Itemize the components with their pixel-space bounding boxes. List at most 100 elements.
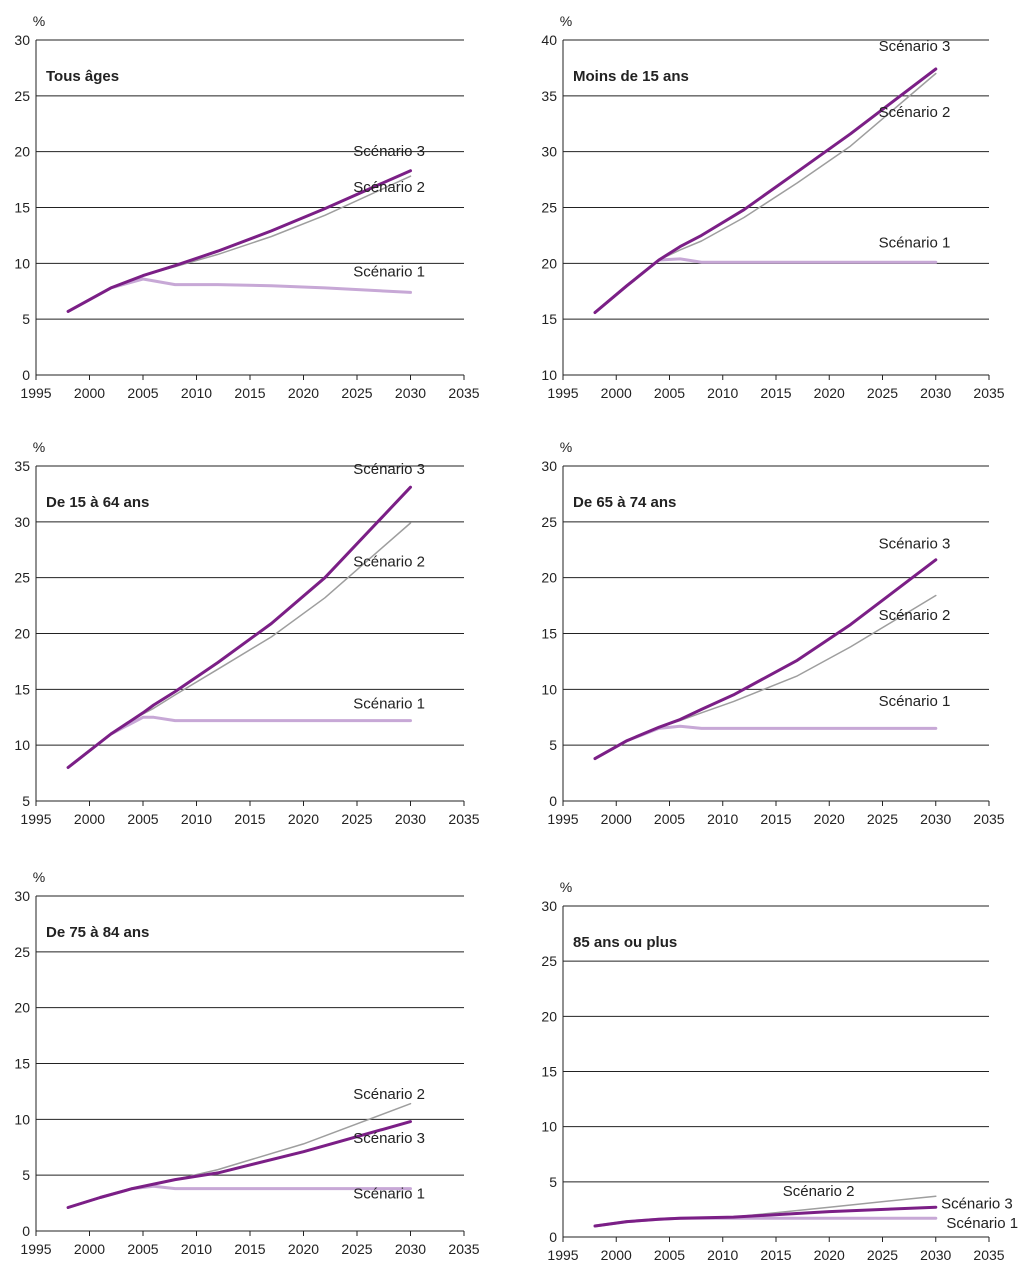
x-tick-label: 2030 [395, 811, 426, 827]
y-tick-label: 15 [14, 681, 30, 697]
x-tick-label: 2005 [127, 1241, 158, 1257]
y-tick-label: 5 [22, 311, 30, 327]
y-tick-label: 30 [541, 458, 557, 474]
x-tick-label: 1995 [547, 1247, 578, 1263]
y-tick-label: 30 [14, 888, 30, 904]
panel-title: De 15 à 64 ans [46, 494, 149, 511]
x-tick-label: 2035 [448, 1241, 479, 1257]
y-tick-label: 35 [541, 88, 557, 104]
unit-label: % [560, 879, 572, 895]
x-tick-label: 2030 [920, 385, 951, 401]
series-line-scenario-3 [66, 1120, 412, 1209]
y-tick-label: 10 [14, 737, 30, 753]
unit-label: % [560, 439, 572, 455]
x-tick-label: 1995 [20, 811, 51, 827]
series-label-scenario-1: Scénario 1 [879, 693, 951, 710]
x-tick-label: 1995 [20, 385, 51, 401]
y-tick-label: 25 [541, 953, 557, 969]
x-tick-label: 2020 [288, 811, 319, 827]
x-tick-label: 2015 [234, 385, 265, 401]
y-tick-label: 5 [549, 737, 557, 753]
y-tick-label: 20 [541, 255, 557, 271]
unit-label: % [560, 13, 572, 29]
y-tick-label: 25 [14, 88, 30, 104]
x-tick-label: 2005 [654, 811, 685, 827]
y-tick-label: 10 [14, 255, 30, 271]
series-label-scenario-1: Scénario 1 [946, 1215, 1018, 1232]
y-tick-label: 30 [541, 144, 557, 160]
x-tick-label: 2025 [341, 811, 372, 827]
series-label-scenario-3: Scénario 3 [879, 38, 951, 55]
y-tick-label: 10 [541, 681, 557, 697]
y-tick-label: 20 [541, 1008, 557, 1024]
x-tick-label: 1995 [547, 385, 578, 401]
y-tick-label: 15 [541, 311, 557, 327]
y-tick-label: 15 [541, 626, 557, 642]
y-tick-label: 15 [14, 1056, 30, 1072]
y-tick-label: 5 [549, 1174, 557, 1190]
series-line-scenario-3 [593, 67, 938, 314]
y-tick-label: 30 [14, 32, 30, 48]
y-tick-label: 20 [14, 626, 30, 642]
series-label-scenario-2: Scénario 2 [783, 1183, 855, 1200]
series-label-scenario-3: Scénario 3 [353, 143, 425, 160]
x-tick-label: 2035 [448, 811, 479, 827]
y-tick-label: 5 [22, 1167, 30, 1183]
y-tick-label: 0 [22, 1223, 30, 1239]
x-tick-label: 2020 [814, 1247, 845, 1263]
x-tick-label: 1995 [547, 811, 578, 827]
series-label-scenario-1: Scénario 1 [879, 235, 951, 252]
y-tick-label: 25 [541, 514, 557, 530]
series-label-scenario-2: Scénario 2 [353, 554, 425, 571]
x-tick-label: 2035 [973, 385, 1004, 401]
unit-label: % [33, 439, 45, 455]
x-tick-label: 2015 [760, 811, 791, 827]
series-label-scenario-3: Scénario 3 [941, 1195, 1013, 1212]
x-tick-label: 2030 [395, 385, 426, 401]
x-tick-label: 2010 [181, 385, 212, 401]
series-line-scenario-3 [593, 558, 938, 761]
x-tick-label: 2005 [127, 811, 158, 827]
series-label-scenario-2: Scénario 2 [353, 1086, 425, 1103]
x-tick-label: 2000 [74, 385, 105, 401]
series-line-scenario-3 [593, 1205, 938, 1228]
x-tick-label: 2010 [181, 1241, 212, 1257]
y-tick-label: 25 [14, 570, 30, 586]
series-line-scenario-3 [66, 485, 412, 769]
y-tick-label: 25 [14, 944, 30, 960]
x-tick-label: 2000 [601, 811, 632, 827]
x-tick-label: 2005 [654, 1247, 685, 1263]
series-label-scenario-3: Scénario 3 [353, 461, 425, 478]
x-tick-label: 2015 [760, 385, 791, 401]
y-tick-label: 10 [541, 1119, 557, 1135]
y-tick-label: 10 [541, 367, 557, 383]
x-tick-label: 2015 [760, 1247, 791, 1263]
x-tick-label: 2000 [74, 1241, 105, 1257]
x-tick-label: 1995 [20, 1241, 51, 1257]
x-tick-label: 2030 [395, 1241, 426, 1257]
x-tick-label: 2020 [814, 811, 845, 827]
x-tick-label: 2020 [288, 1241, 319, 1257]
y-tick-label: 25 [541, 200, 557, 216]
y-tick-label: 0 [549, 793, 557, 809]
y-tick-label: 20 [541, 570, 557, 586]
unit-label: % [33, 869, 45, 885]
x-tick-label: 2010 [707, 385, 738, 401]
x-tick-label: 2010 [707, 1247, 738, 1263]
x-tick-label: 2010 [707, 811, 738, 827]
series-label-scenario-3: Scénario 3 [353, 1130, 425, 1147]
panel-title: De 65 à 74 ans [573, 494, 676, 511]
y-tick-label: 30 [541, 898, 557, 914]
x-tick-label: 2035 [973, 811, 1004, 827]
panel-title: Moins de 15 ans [573, 68, 689, 85]
y-tick-label: 15 [541, 1064, 557, 1080]
x-tick-label: 2005 [654, 385, 685, 401]
x-tick-label: 2025 [867, 811, 898, 827]
x-tick-label: 2015 [234, 811, 265, 827]
x-tick-label: 2025 [341, 385, 372, 401]
